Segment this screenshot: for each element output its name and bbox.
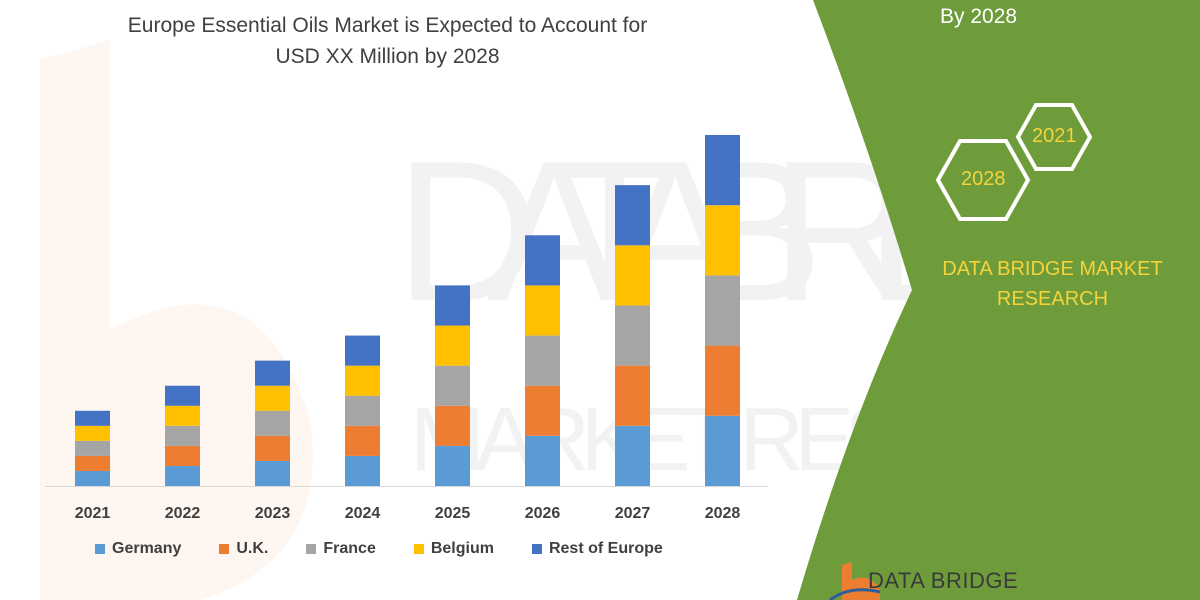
bar-segment-2024-u-k- — [345, 425, 380, 456]
x-tick-label: 2028 — [705, 505, 741, 522]
legend-label: Germany — [112, 540, 182, 557]
bar-segment-2025-germany — [435, 445, 470, 486]
bar-segment-2022-rest-of-europe — [165, 385, 200, 406]
bar-segment-2024-belgium — [345, 365, 380, 396]
x-tick-label: 2023 — [255, 505, 291, 522]
x-tick-label: 2021 — [75, 505, 111, 522]
bar-segment-2026-u-k- — [525, 385, 560, 436]
bar-segment-2027-u-k- — [615, 365, 650, 426]
bar-segment-2025-belgium — [435, 325, 470, 366]
green-panel — [797, 0, 1200, 600]
x-tick-label: 2027 — [615, 505, 651, 522]
legend: Germany U.K. France Belgium Rest of Europe — [95, 540, 701, 558]
bar-segment-2023-france — [255, 410, 290, 436]
title-line-1: Europe Essential Oils Market is Expected… — [127, 14, 648, 37]
bar-segment-2026-rest-of-europe — [525, 235, 560, 286]
bar-segment-2022-france — [165, 425, 200, 446]
x-tick-label: 2026 — [525, 505, 561, 522]
bar-segment-2026-france — [525, 335, 560, 386]
x-tick-label: 2024 — [345, 505, 381, 522]
legend-swatch — [306, 544, 317, 554]
x-tick-label: 2025 — [435, 505, 471, 522]
bar-segment-2027-germany — [615, 425, 650, 486]
bar-segment-2025-france — [435, 365, 470, 406]
bar-segment-2023-germany — [255, 460, 290, 486]
headline-tail: By 2028 — [940, 5, 1018, 28]
data-bridge-logo-icon — [829, 562, 881, 600]
bar-segment-2028-germany — [705, 415, 740, 486]
legend-item: France — [306, 540, 376, 558]
legend-swatch — [413, 544, 424, 554]
bar-segment-2024-france — [345, 395, 380, 426]
legend-item: Rest of Europe — [531, 540, 663, 558]
bar-segment-2025-rest-of-europe — [435, 285, 470, 326]
bar-segment-2022-germany — [165, 465, 200, 486]
legend-item: U.K. — [219, 540, 268, 558]
bar-segment-2024-rest-of-europe — [345, 335, 380, 366]
bar-segment-2021-u-k- — [75, 455, 110, 471]
bar-segment-2021-france — [75, 440, 110, 456]
bar-segment-2026-belgium — [525, 285, 560, 336]
hex-year-2028: 2028 — [961, 168, 1006, 190]
bar-segment-2021-germany — [75, 470, 110, 486]
hexagon-2028 — [935, 139, 1031, 221]
bar-segment-2022-u-k- — [165, 445, 200, 466]
bar-segment-2024-germany — [345, 455, 380, 486]
title-line-2: USD XX Million by 2028 — [275, 45, 500, 68]
legend-label: U.K. — [236, 540, 269, 557]
bar-segment-2023-rest-of-europe — [255, 360, 290, 386]
hex-year-2021: 2021 — [1032, 125, 1077, 147]
legend-swatch — [95, 544, 105, 554]
legend-item: Germany — [95, 540, 181, 558]
bar-segment-2027-belgium — [615, 245, 650, 306]
bar-segment-2021-rest-of-europe — [75, 410, 110, 426]
brand-line-2: RESEARCH — [996, 288, 1109, 310]
chart-title: Europe Essential Oils Market is Expected… — [60, 10, 715, 72]
bar-segment-2028-rest-of-europe — [705, 135, 740, 206]
bar-segment-2021-belgium — [75, 425, 110, 441]
hexagon-2021 — [1015, 103, 1093, 171]
bar-segment-2028-belgium — [705, 205, 740, 276]
legend-label: Belgium — [430, 540, 494, 557]
logo-text: DATA BRIDGE — [868, 568, 1019, 593]
legend-label: Rest of Europe — [548, 540, 663, 557]
bar-segment-2023-belgium — [255, 385, 290, 411]
bar-segment-2022-belgium — [165, 405, 200, 426]
brand-name: DATA BRIDGE MARKET RESEARCH — [925, 254, 1180, 314]
bar-segment-2028-france — [705, 275, 740, 346]
legend-swatch — [531, 544, 542, 554]
x-tick-label: 2022 — [165, 505, 201, 522]
bar-segment-2026-germany — [525, 435, 560, 486]
bar-segment-2027-rest-of-europe — [615, 185, 650, 246]
legend-label: France — [323, 540, 376, 557]
brand-line-1: DATA BRIDGE MARKET — [942, 258, 1163, 280]
legend-item: Belgium — [413, 540, 494, 558]
bar-segment-2023-u-k- — [255, 435, 290, 461]
bar-segment-2028-u-k- — [705, 345, 740, 416]
bar-segment-2025-u-k- — [435, 405, 470, 446]
legend-swatch — [219, 544, 230, 554]
stacked-bar-chart: 2021 2022 2023 2024 2025 2026 2027 2028 — [45, 135, 768, 522]
bar-segment-2027-france — [615, 305, 650, 366]
